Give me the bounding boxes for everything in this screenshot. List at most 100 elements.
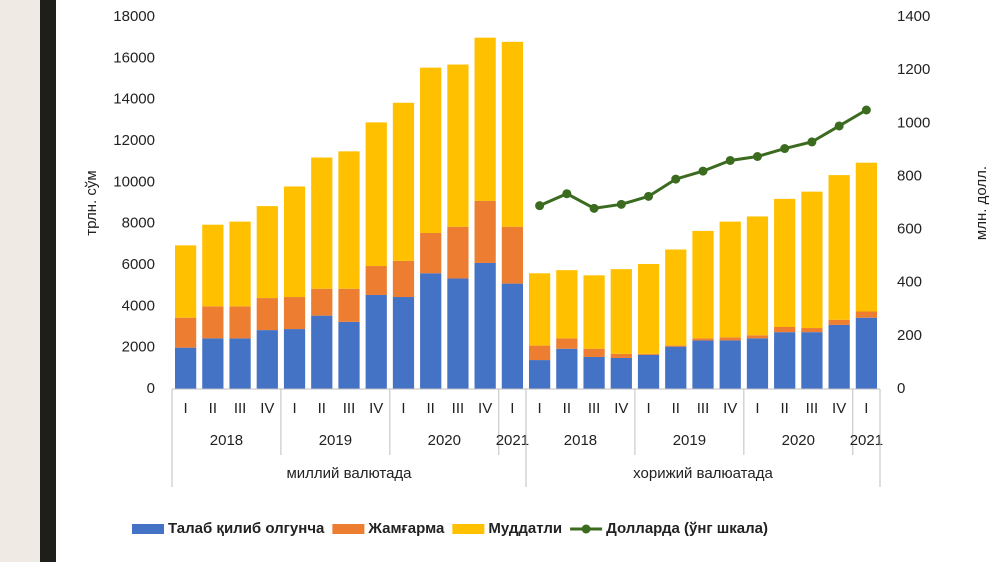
y-axis-label: трлн. сўм bbox=[83, 170, 100, 235]
group-label: 2021 bbox=[850, 432, 883, 449]
bar bbox=[283, 186, 306, 298]
bar bbox=[474, 200, 496, 263]
bar bbox=[474, 262, 496, 389]
x-tick-label: I bbox=[864, 400, 868, 417]
bar bbox=[338, 321, 360, 389]
bar bbox=[528, 345, 551, 361]
bar bbox=[556, 338, 578, 349]
legend-label: Жамғарма bbox=[367, 520, 445, 537]
y-tick-label: 18000 bbox=[113, 8, 155, 25]
bar bbox=[692, 340, 714, 389]
bar bbox=[828, 319, 850, 325]
bar bbox=[501, 226, 524, 284]
bar bbox=[311, 157, 333, 289]
bar bbox=[774, 332, 796, 389]
bar bbox=[828, 324, 850, 389]
legend-swatch bbox=[581, 524, 591, 534]
side-panel bbox=[0, 0, 40, 562]
x-tick-label: I bbox=[292, 400, 296, 417]
legend: Талаб қилиб олгунча Жамғарма Муддатли Долла… bbox=[132, 520, 768, 537]
bar bbox=[392, 297, 415, 389]
bar bbox=[420, 67, 442, 233]
bar bbox=[174, 317, 197, 348]
y2-tick-label: 400 bbox=[897, 274, 922, 291]
x-tick-label: I bbox=[646, 400, 650, 417]
bar bbox=[610, 358, 632, 389]
bar bbox=[501, 41, 524, 227]
line-point bbox=[780, 144, 790, 154]
bar bbox=[256, 298, 278, 331]
y2-tick-label: 1200 bbox=[897, 61, 930, 78]
line-point bbox=[698, 166, 708, 176]
bar bbox=[801, 332, 823, 389]
x-tick-label: I bbox=[184, 400, 188, 417]
bar bbox=[692, 338, 714, 341]
bar bbox=[665, 346, 687, 389]
bar bbox=[229, 221, 251, 307]
line-point bbox=[562, 189, 572, 199]
bar bbox=[637, 263, 660, 354]
bar bbox=[311, 288, 333, 316]
bar bbox=[583, 356, 605, 389]
x-tick-label: IV bbox=[832, 400, 846, 417]
line-point bbox=[807, 137, 817, 147]
x-tick-label: II bbox=[209, 400, 217, 417]
x-tick-label: II bbox=[781, 400, 789, 417]
bar bbox=[774, 198, 796, 327]
x-tick-label: III bbox=[588, 400, 601, 417]
bar bbox=[610, 269, 632, 354]
bar bbox=[528, 273, 551, 346]
x-tick-label: I bbox=[755, 400, 759, 417]
x-tick-label: III bbox=[806, 400, 819, 417]
bar bbox=[746, 335, 769, 339]
x-tick-label: III bbox=[697, 400, 710, 417]
y2-tick-label: 800 bbox=[897, 167, 922, 184]
group-label: хорижий валюатада bbox=[633, 465, 773, 482]
legend-label: Долларда (ўнг шкала) bbox=[606, 520, 768, 537]
x-tick-label: III bbox=[343, 400, 356, 417]
bar bbox=[556, 348, 578, 389]
y-tick-label: 8000 bbox=[122, 215, 155, 232]
y-tick-label: 0 bbox=[147, 380, 155, 397]
bar bbox=[202, 338, 224, 389]
bar bbox=[855, 311, 878, 318]
group-label: миллий валютада bbox=[286, 465, 412, 482]
x-tick-label: II bbox=[672, 400, 680, 417]
bar bbox=[229, 338, 251, 389]
y-tick-label: 16000 bbox=[113, 49, 155, 66]
bar bbox=[719, 337, 741, 341]
bar bbox=[447, 278, 469, 389]
y-tick-label: 10000 bbox=[113, 173, 155, 190]
side-strip bbox=[40, 0, 56, 562]
bar bbox=[528, 360, 551, 389]
line-point bbox=[752, 152, 762, 161]
bar bbox=[719, 340, 741, 389]
bar bbox=[202, 224, 224, 307]
bar bbox=[855, 162, 878, 312]
bar bbox=[420, 232, 442, 274]
line-point bbox=[535, 201, 545, 211]
bar bbox=[447, 226, 469, 279]
line-point bbox=[725, 155, 735, 165]
y-tick-label: 14000 bbox=[113, 91, 155, 108]
group-label: 2018 bbox=[564, 432, 597, 449]
x-tick-label: III bbox=[452, 400, 465, 417]
bar bbox=[801, 328, 823, 333]
bar bbox=[311, 315, 333, 389]
bar bbox=[338, 151, 360, 289]
x-tick-label: I bbox=[510, 400, 514, 417]
y-tick-label: 12000 bbox=[113, 132, 155, 149]
y-tick-label: 6000 bbox=[122, 256, 155, 273]
x-tick-label: IV bbox=[478, 400, 492, 417]
x-tick-label: IV bbox=[369, 400, 383, 417]
bar bbox=[501, 283, 524, 389]
x-tick-label: I bbox=[538, 400, 542, 417]
y2-tick-label: 1400 bbox=[897, 8, 930, 25]
x-tick-label: IV bbox=[614, 400, 628, 417]
line-point bbox=[834, 121, 844, 131]
y-tick-label: 2000 bbox=[122, 339, 155, 356]
y2-tick-label: 0 bbox=[897, 380, 905, 397]
bar bbox=[774, 327, 796, 333]
group-label: 2021 bbox=[496, 432, 529, 449]
